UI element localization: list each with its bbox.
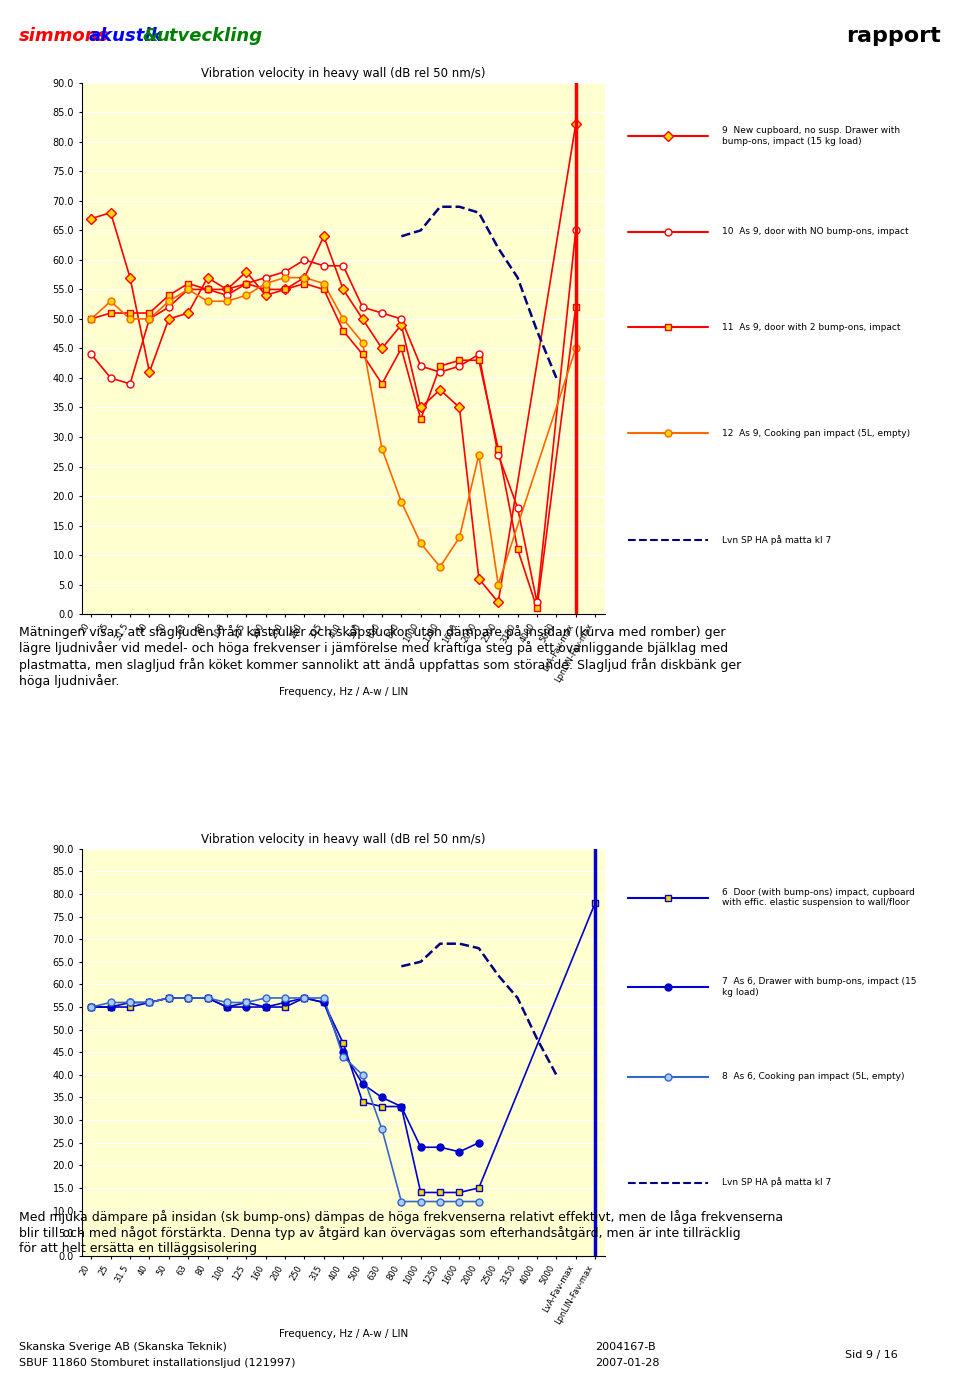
Text: Lvn SP HA på matta kl 7: Lvn SP HA på matta kl 7 <box>722 1177 831 1187</box>
Text: Sid 9 / 16: Sid 9 / 16 <box>845 1350 898 1361</box>
Title: Vibration velocity in heavy wall (dB rel 50 nm/s): Vibration velocity in heavy wall (dB rel… <box>201 68 486 80</box>
Text: 2007-01-28: 2007-01-28 <box>595 1358 660 1369</box>
Text: utveckling: utveckling <box>156 26 263 46</box>
Text: 10  As 9, door with NO bump-ons, impact: 10 As 9, door with NO bump-ons, impact <box>722 228 908 236</box>
X-axis label: Frequency, Hz / A-w / LIN: Frequency, Hz / A-w / LIN <box>278 687 408 697</box>
Text: 8  As 6, Cooking pan impact (5L, empty): 8 As 6, Cooking pan impact (5L, empty) <box>722 1072 904 1081</box>
Text: Mätningen visar, att slagljuden från kastruller och skåpsluckor utan dämpare på : Mätningen visar, att slagljuden från kas… <box>19 625 741 687</box>
Text: 12  As 9, Cooking pan impact (5L, empty): 12 As 9, Cooking pan impact (5L, empty) <box>722 429 910 437</box>
Text: Skanska Sverige AB (Skanska Teknik): Skanska Sverige AB (Skanska Teknik) <box>19 1341 228 1352</box>
Title: Vibration velocity in heavy wall (dB rel 50 nm/s): Vibration velocity in heavy wall (dB rel… <box>201 834 486 846</box>
Text: &: & <box>142 26 157 46</box>
Text: simmons: simmons <box>19 26 109 46</box>
X-axis label: Frequency, Hz / A-w / LIN: Frequency, Hz / A-w / LIN <box>278 1329 408 1339</box>
Text: 6  Door (with bump-ons) impact, cupboard
with effic. elastic suspension to wall/: 6 Door (with bump-ons) impact, cupboard … <box>722 887 915 907</box>
Text: Med mjuka dämpare på insidan (sk bump-ons) dämpas de höga frekvenserna relativt : Med mjuka dämpare på insidan (sk bump-on… <box>19 1210 783 1254</box>
Text: rapport: rapport <box>846 26 941 46</box>
Text: SBUF 11860 Stomburet installationsljud (121997): SBUF 11860 Stomburet installationsljud (… <box>19 1358 296 1369</box>
Text: 7  As 6, Drawer with bump-ons, impact (15
kg load): 7 As 6, Drawer with bump-ons, impact (15… <box>722 977 917 996</box>
Text: 11  As 9, door with 2 bump-ons, impact: 11 As 9, door with 2 bump-ons, impact <box>722 323 900 331</box>
Text: akustik: akustik <box>88 26 163 46</box>
Text: 9  New cupboard, no susp. Drawer with
bump-ons, impact (15 kg load): 9 New cupboard, no susp. Drawer with bum… <box>722 126 900 146</box>
Text: 2004167-B: 2004167-B <box>595 1341 656 1352</box>
Text: Lvn SP HA på matta kl 7: Lvn SP HA på matta kl 7 <box>722 535 831 545</box>
